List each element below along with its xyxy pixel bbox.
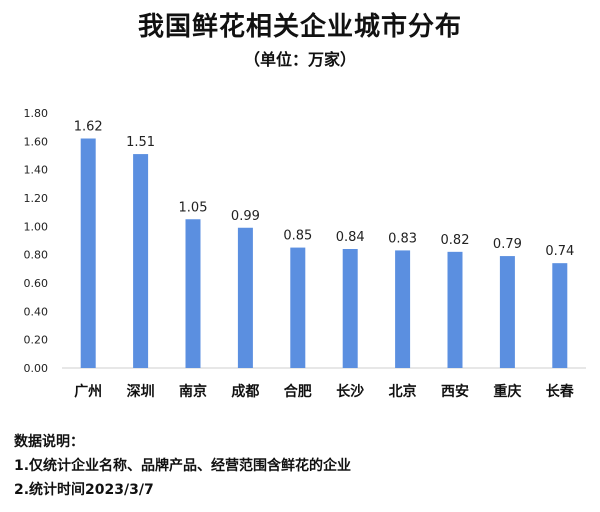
- y-tick-label: 1.60: [24, 135, 49, 148]
- y-tick-label: 1.40: [24, 164, 49, 177]
- bar-value-label: 0.83: [388, 231, 417, 246]
- bar-value-label: 1.51: [126, 135, 155, 150]
- notes-heading: 数据说明：: [14, 434, 84, 450]
- bar: [395, 250, 411, 368]
- x-category-label: 长沙: [336, 383, 364, 400]
- bar-value-label: 0.85: [283, 229, 312, 244]
- bar-value-label: 0.84: [336, 230, 365, 245]
- bar: [185, 219, 201, 368]
- x-category-label: 合肥: [284, 383, 312, 400]
- bar-value-label: 1.05: [179, 200, 208, 215]
- bar: [552, 263, 568, 368]
- x-category-label: 广州: [74, 383, 102, 400]
- bar-chart: 0.00 0.20 0.40 0.60 0.80 1.00 1.20 1.40 1.60 1.80…: [24, 107, 586, 400]
- bar-value-label: 0.74: [545, 244, 574, 259]
- bar: [290, 247, 306, 368]
- y-tick-label: 0.40: [24, 305, 49, 318]
- y-tick-label: 0.60: [24, 277, 49, 290]
- data-notes: 数据说明： 1.仅统计企业名称、品牌产品、经营范围含鲜花的企业 2.统计时间20…: [14, 430, 594, 502]
- y-tick-label: 1.20: [24, 192, 49, 205]
- bar: [499, 256, 515, 368]
- x-category-label: 南京: [179, 383, 207, 400]
- chart-subtitle: （单位：万家）: [243, 50, 356, 69]
- bar-value-label: 0.79: [493, 237, 522, 252]
- y-tick-label: 1.80: [24, 107, 49, 120]
- y-tick-label: 1.00: [24, 220, 49, 233]
- y-tick-label: 0.80: [24, 249, 49, 262]
- bar: [80, 138, 96, 368]
- x-category-label: 长春: [546, 383, 575, 400]
- x-category-label: 西安: [441, 383, 469, 400]
- bar-value-label: 1.62: [74, 120, 103, 135]
- y-tick-label: 0.20: [24, 334, 49, 347]
- x-category-label: 深圳: [127, 383, 155, 400]
- bar: [447, 251, 463, 368]
- x-category-label: 北京: [389, 383, 417, 400]
- y-tick-label: 0.00: [24, 362, 49, 375]
- notes-line-1: 1.仅统计企业名称、品牌产品、经营范围含鲜花的企业: [14, 458, 352, 474]
- bar-value-label: 0.82: [441, 233, 470, 248]
- notes-line-2: 2.统计时间2023/3/7: [14, 482, 154, 498]
- x-category-label: 成都: [231, 383, 259, 400]
- chart-title: 我国鲜花相关企业城市分布: [137, 12, 462, 42]
- bar: [237, 227, 253, 368]
- bar: [133, 154, 149, 368]
- bar-value-label: 0.99: [231, 209, 260, 224]
- bar: [342, 249, 358, 368]
- x-category-label: 重庆: [493, 383, 521, 400]
